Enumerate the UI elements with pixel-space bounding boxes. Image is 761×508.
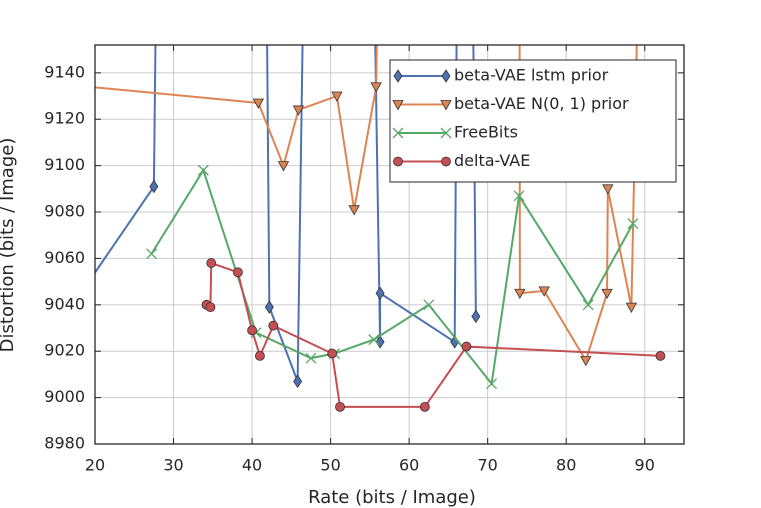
x-tick-label: 90 [635, 456, 655, 475]
axes-frame [94, 44, 685, 445]
plot-area [11, 45, 666, 412]
marker [255, 350, 265, 361]
marker [277, 161, 290, 172]
marker [392, 127, 404, 139]
y-tick-label: 9140 [44, 62, 85, 81]
x-axis-label: Rate (bits / Image) [308, 487, 476, 508]
y-tick-label: 8980 [44, 434, 85, 453]
x-tick-label: 80 [556, 456, 576, 475]
marker [392, 100, 404, 111]
series-line [95, 45, 638, 363]
y-axis-label: Distortion (bits / Image) [0, 138, 18, 353]
marker [327, 348, 338, 359]
marker [252, 98, 265, 109]
marker [486, 378, 498, 390]
marker [264, 300, 274, 314]
y-tick-label: 9040 [44, 294, 85, 313]
marker [419, 401, 430, 412]
marker [375, 286, 385, 300]
marker [368, 334, 380, 346]
marker [370, 82, 382, 93]
marker [268, 320, 279, 331]
y-tick-label: 9000 [44, 387, 85, 406]
marker [513, 190, 525, 202]
marker [627, 218, 639, 230]
marker [461, 341, 472, 352]
marker [233, 267, 243, 278]
y-tick-label: 9060 [44, 248, 85, 267]
marker [205, 302, 216, 313]
marker [393, 156, 403, 167]
x-tick-label: 20 [85, 456, 105, 475]
y-tick-label: 9080 [44, 202, 85, 221]
y-tick-label: 9100 [44, 155, 85, 174]
marker [292, 105, 305, 116]
marker [441, 156, 451, 167]
legend-label: beta-VAE lstm prior [454, 66, 609, 85]
marker [206, 258, 217, 268]
x-tick-label: 40 [242, 456, 262, 475]
series-line [206, 261, 661, 408]
marker [441, 69, 451, 83]
marker [580, 356, 592, 367]
legend-label: delta-VAE [454, 151, 530, 170]
marker [538, 286, 550, 297]
marker [393, 69, 403, 83]
legend: beta-VAE lstm prior beta-VAE N(0, 1) prio… [389, 59, 677, 183]
marker [146, 248, 158, 260]
marker [601, 288, 613, 300]
marker [582, 299, 594, 311]
marker [331, 91, 343, 102]
marker [602, 184, 614, 195]
marker [149, 179, 159, 194]
x-tick-label: 70 [477, 456, 497, 475]
marker [423, 299, 435, 311]
marker [348, 205, 360, 216]
marker [305, 352, 317, 364]
marker [11, 76, 21, 85]
marker [247, 325, 257, 336]
marker [440, 100, 452, 111]
marker [655, 350, 666, 361]
marker [197, 164, 209, 176]
x-tick-label: 50 [320, 456, 340, 475]
marker [375, 335, 385, 349]
marker [335, 401, 345, 412]
marker [471, 309, 481, 324]
legend-label: FreeBits [454, 123, 518, 142]
marker [625, 302, 638, 313]
x-tick-label: 60 [399, 456, 419, 475]
legend-label: beta-VAE N(0, 1) prior [454, 94, 629, 113]
y-tick-label: 9120 [44, 109, 85, 128]
marker [440, 127, 452, 139]
marker [514, 288, 526, 300]
marker [293, 374, 303, 389]
x-tick-label: 30 [163, 456, 183, 475]
y-tick-label: 9020 [44, 341, 85, 360]
